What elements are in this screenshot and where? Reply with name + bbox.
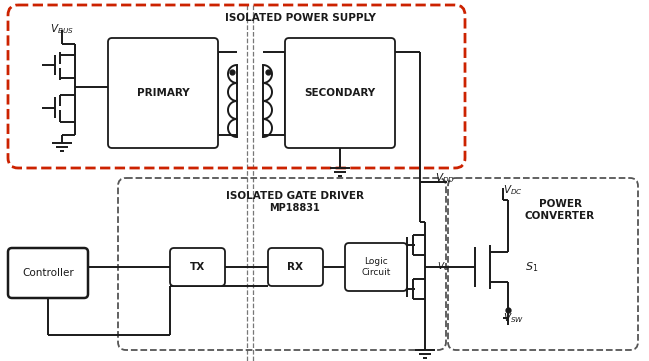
Text: PRIMARY: PRIMARY [137,88,190,98]
Text: RX: RX [287,262,303,272]
FancyBboxPatch shape [8,248,88,298]
FancyBboxPatch shape [268,248,323,286]
Text: $V_{DD}$: $V_{DD}$ [435,171,455,185]
Text: POWER
CONVERTER: POWER CONVERTER [525,199,595,221]
Text: MP18831: MP18831 [269,203,321,213]
Text: SECONDARY: SECONDARY [304,88,376,98]
Text: ISOLATED POWER SUPPLY: ISOLATED POWER SUPPLY [225,13,375,23]
Text: TX: TX [190,262,204,272]
Text: Logic
Circuit: Logic Circuit [361,257,391,277]
Text: ISOLATED GATE DRIVER: ISOLATED GATE DRIVER [226,191,364,201]
FancyBboxPatch shape [345,243,407,291]
Text: $V_{SW}$: $V_{SW}$ [503,311,524,325]
Text: $V_{DC}$: $V_{DC}$ [503,183,522,197]
Text: $V_G$: $V_G$ [437,261,450,273]
Text: Controller: Controller [22,268,74,278]
FancyBboxPatch shape [108,38,218,148]
FancyBboxPatch shape [170,248,225,286]
Text: $V_{BUS}$: $V_{BUS}$ [50,22,74,36]
Text: $S_1$: $S_1$ [525,260,538,274]
FancyBboxPatch shape [285,38,395,148]
